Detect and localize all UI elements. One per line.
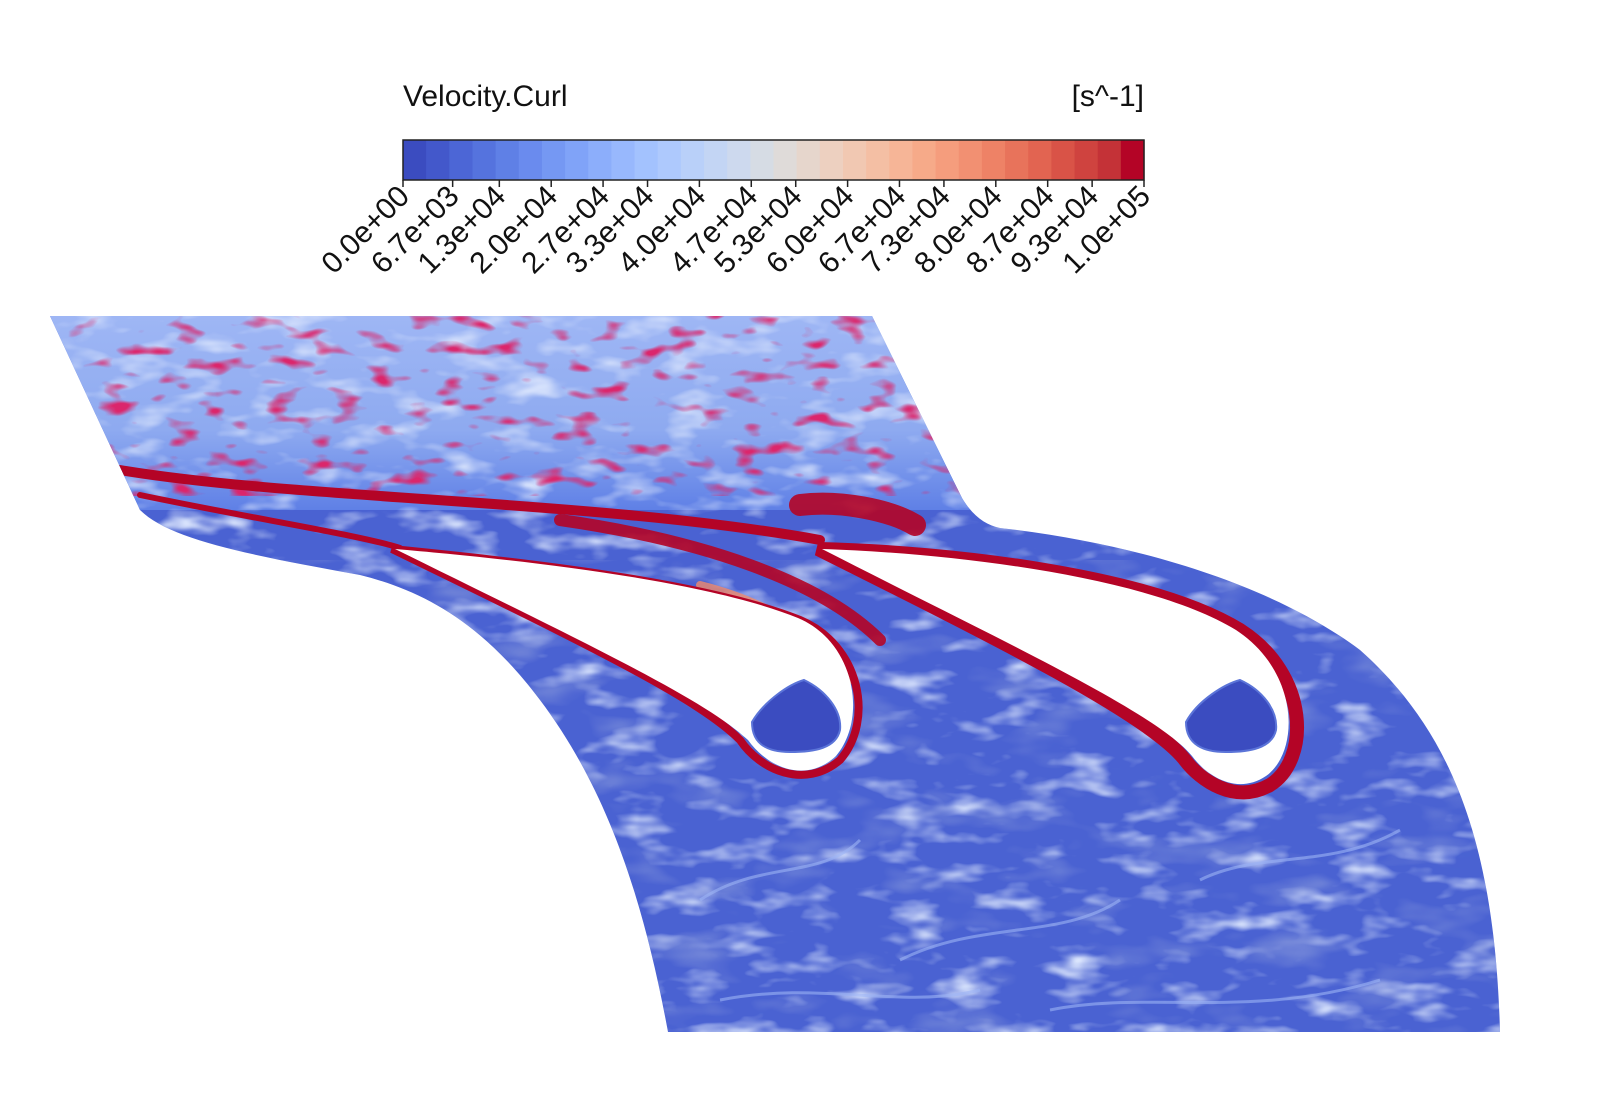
vorticity-field bbox=[50, 316, 1500, 1032]
colorbar-swatch bbox=[611, 140, 636, 180]
colorbar-swatch bbox=[727, 140, 751, 180]
colorbar-swatch bbox=[449, 140, 474, 180]
colorbar-title: Velocity.Curl bbox=[403, 80, 568, 113]
streak bbox=[899, 898, 1121, 962]
colorbar-swatch bbox=[773, 140, 798, 180]
streak bbox=[1199, 828, 1401, 882]
colorbar-swatch bbox=[912, 140, 937, 180]
vortex-patch bbox=[789, 492, 926, 536]
colorbar-swatch bbox=[935, 140, 960, 180]
lower-streaks bbox=[699, 828, 1401, 1012]
colorbar-swatch bbox=[518, 140, 543, 180]
streak bbox=[699, 838, 862, 902]
blade-2-boundary-layer bbox=[814, 542, 1304, 800]
blade-2 bbox=[814, 542, 1304, 800]
colorbar-swatch bbox=[588, 140, 613, 180]
wake-band bbox=[554, 514, 886, 646]
colorbar-frame bbox=[402, 139, 1145, 181]
colorbar-swatch bbox=[403, 140, 427, 180]
blade-2-cooling-hole bbox=[1184, 678, 1278, 754]
colorbar-swatch bbox=[1051, 140, 1076, 180]
colorbar-swatch bbox=[1097, 140, 1122, 180]
blade-1-body bbox=[395, 549, 854, 771]
colorbar-swatch bbox=[796, 140, 821, 180]
colorbar-swatch bbox=[750, 140, 775, 180]
colorbar: Velocity.Curl [s^-1] 0.0e+006.7e+031.3e+… bbox=[315, 80, 1157, 280]
colorbar-swatch bbox=[866, 140, 890, 180]
colorbar-swatch bbox=[1074, 140, 1099, 180]
shear-layer-upper bbox=[115, 465, 825, 545]
colorbar-swatch bbox=[889, 140, 914, 180]
colorbar-swatch bbox=[495, 140, 520, 180]
colorbar-swatch bbox=[704, 140, 728, 180]
colorbar-swatch bbox=[958, 140, 983, 180]
colorbar-unit: [s^-1] bbox=[1072, 80, 1144, 113]
colorbar-swatch bbox=[426, 140, 450, 180]
colorbar-swatch bbox=[842, 140, 867, 180]
blade-1-cooling-hole bbox=[750, 678, 842, 754]
blade-1 bbox=[390, 545, 863, 779]
colorbar-swatch bbox=[981, 140, 1006, 180]
colorbar-swatch bbox=[565, 140, 589, 180]
colorbar-swatch bbox=[1028, 140, 1052, 180]
colorbar-swatch bbox=[819, 140, 844, 180]
blade-2-body bbox=[822, 549, 1289, 785]
streak bbox=[1049, 978, 1381, 1012]
colorbar-swatches bbox=[403, 140, 1145, 180]
colorbar-swatch bbox=[1005, 140, 1029, 180]
colorbar-swatch bbox=[680, 140, 705, 180]
shear-layer-mid bbox=[137, 492, 403, 551]
colorbar-swatch bbox=[1120, 140, 1145, 180]
colorbar-swatch bbox=[472, 140, 497, 180]
field-texture-red bbox=[50, 316, 970, 496]
colorbar-swatch bbox=[657, 140, 682, 180]
colorbar-ticks: 0.0e+006.7e+031.3e+042.0e+042.7e+043.3e+… bbox=[315, 180, 1157, 281]
colorbar-swatch bbox=[634, 140, 659, 180]
colorbar-swatch bbox=[541, 140, 566, 180]
streak bbox=[719, 988, 981, 1002]
